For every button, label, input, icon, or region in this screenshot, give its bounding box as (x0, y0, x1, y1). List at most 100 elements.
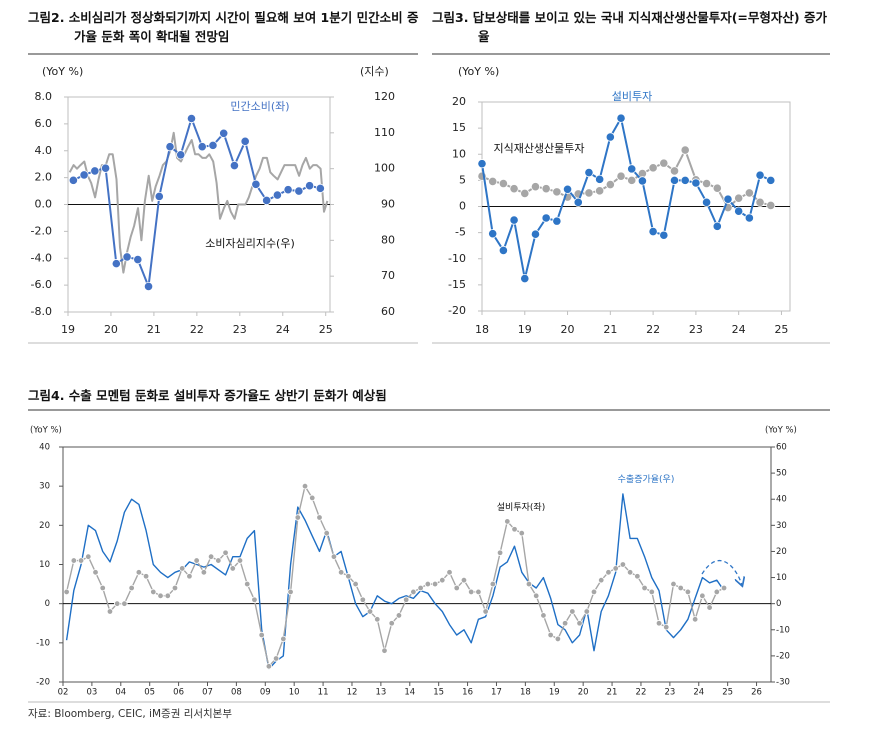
x-tick-label: 06 (173, 688, 184, 698)
x-tick-label: 23 (233, 323, 247, 336)
point (337, 569, 345, 576)
point (410, 588, 417, 596)
point (530, 182, 541, 192)
y2-axis-label: (지수) (360, 65, 389, 78)
x-tick-label: 20 (578, 688, 589, 698)
point (573, 197, 583, 207)
point (301, 482, 309, 490)
point (374, 616, 381, 623)
point (541, 184, 551, 194)
y-tick-label: -6.0 (31, 278, 52, 291)
y2-tick-label: 60 (381, 305, 395, 318)
y-tick-label: -15 (448, 278, 466, 291)
x-tick-label: 10 (289, 688, 300, 698)
point (477, 159, 487, 169)
point (453, 584, 460, 592)
point (584, 188, 594, 198)
point (659, 158, 669, 168)
x-tick-label: 09 (260, 688, 271, 698)
point (424, 580, 432, 588)
x-tick-label: 21 (147, 323, 161, 336)
point (583, 608, 590, 615)
y-tick-label: -4.0 (31, 251, 52, 264)
y-tick-label: 30 (39, 482, 50, 492)
point (330, 553, 338, 560)
series-label: 수출증가율(우) (617, 475, 675, 485)
point (648, 163, 658, 173)
series-label: 설비투자(좌) (496, 503, 546, 513)
point (244, 580, 251, 588)
series-line (65, 493, 725, 670)
point (417, 584, 424, 592)
y-tick-label: 0 (45, 599, 50, 609)
point (498, 245, 508, 255)
y-tick-label: 0 (459, 200, 466, 213)
point (240, 136, 250, 146)
y2-tick-label: 30 (776, 521, 787, 531)
series-line (68, 131, 329, 274)
y2-tick-label: 80 (381, 233, 395, 246)
y-axis-label: (YoY %) (458, 65, 499, 78)
y-tick-label: 20 (452, 95, 466, 108)
series-label: 소비자심리지수(우) (205, 237, 295, 250)
point (258, 631, 265, 639)
point (552, 187, 562, 197)
y-tick-label: -10 (448, 252, 466, 265)
point (323, 529, 330, 537)
point (554, 635, 562, 643)
point (265, 663, 273, 670)
point (262, 195, 272, 206)
point (352, 580, 359, 588)
point (111, 259, 121, 269)
point (684, 588, 692, 596)
point (193, 557, 200, 564)
chart-title: 그림2. 소비심리가 정상화되기까지 시간이 필요해 보여 1분기 민간소비 증… (28, 10, 419, 44)
x-tick-label: 25 (319, 323, 333, 336)
point (701, 178, 712, 189)
series-line (481, 149, 771, 209)
point (626, 569, 634, 576)
point (561, 620, 569, 627)
x-tick-label: 20 (561, 323, 575, 336)
point (669, 175, 680, 185)
y-tick-label: -8.0 (31, 305, 52, 318)
point (648, 588, 655, 596)
point (294, 514, 301, 521)
point (122, 252, 132, 262)
x-tick-label: 21 (603, 323, 617, 336)
point (475, 588, 482, 596)
point (616, 171, 626, 181)
x-tick-label: 24 (693, 688, 704, 698)
point (164, 592, 171, 600)
point (612, 565, 619, 572)
point (272, 190, 282, 200)
x-tick-label: 16 (462, 688, 473, 698)
point (106, 608, 114, 615)
point (755, 170, 765, 180)
x-tick-label: 24 (732, 323, 746, 336)
point (525, 580, 533, 588)
point (100, 163, 111, 173)
x-tick-label: 17 (491, 688, 502, 698)
point (723, 194, 733, 204)
series-line (481, 117, 772, 280)
point (133, 254, 143, 265)
point (541, 213, 551, 223)
y2-tick-label: -20 (776, 651, 790, 661)
point (186, 573, 193, 580)
y-axis-label: (YoY %) (30, 426, 62, 436)
x-tick-label: 15 (433, 688, 444, 698)
point (157, 592, 164, 600)
point (576, 620, 583, 627)
y-tick-label: 10 (39, 560, 50, 570)
point (627, 175, 637, 185)
y2-tick-label: 60 (776, 443, 787, 453)
point (460, 576, 468, 584)
point (197, 142, 207, 152)
point (584, 167, 594, 178)
point (287, 588, 294, 596)
x-tick-label: 08 (231, 688, 242, 698)
point (634, 573, 641, 580)
series-label: 설비투자 (611, 90, 653, 103)
chart-title: 그림4. 수출 모멘텀 둔화로 설비투자 증가율도 상반기 둔화가 예상됨 (28, 388, 387, 403)
